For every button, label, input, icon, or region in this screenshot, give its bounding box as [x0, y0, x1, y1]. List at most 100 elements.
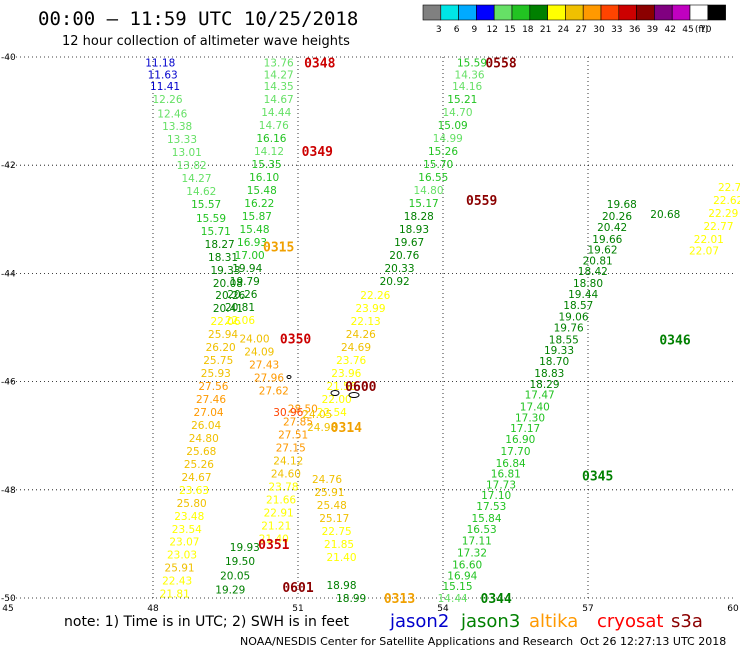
wave-height-value: 16.55 — [418, 172, 448, 184]
wave-height-value: 26.20 — [206, 342, 236, 354]
wave-height-value: 18.27 — [205, 239, 235, 251]
wave-height-value: 15.59 — [457, 57, 487, 69]
wave-height-value: 27.62 — [259, 385, 289, 397]
wave-height-value: 23.07 — [169, 537, 199, 549]
colorbar-label: 18 — [522, 25, 534, 35]
wave-height-value: 25.93 — [201, 368, 231, 380]
wave-height-value: 14.62 — [186, 186, 216, 198]
wave-height-value: 24.69 — [341, 342, 371, 354]
wave-height-value: 16.81 — [491, 469, 521, 481]
wave-height-value: 13.33 — [167, 134, 197, 146]
colorbar-label: 70 — [700, 25, 712, 35]
wave-height-value: 23.76 — [336, 355, 366, 367]
colorbar-label: 33 — [611, 25, 622, 35]
wave-height-value: 23.99 — [355, 303, 385, 315]
wave-height-value: 16.94 — [447, 570, 477, 582]
wave-height-value: 27.46 — [196, 394, 226, 406]
grid-lines — [8, 56, 733, 599]
footer-org: NOAA/NESDIS Center for Satellite Applica… — [240, 635, 573, 648]
pass-time-label: 0313 — [384, 592, 415, 607]
pass-time-label: 0350 — [280, 332, 311, 347]
wave-height-value: 19.33 — [210, 265, 240, 277]
wave-height-value: 17.17 — [510, 423, 540, 435]
wave-height-value: 24.98 — [307, 422, 337, 434]
wave-height-value: 20.92 — [380, 276, 410, 288]
wave-height-value: 19.06 — [558, 312, 588, 324]
colorbar-label: 24 — [558, 25, 570, 35]
wave-height-value: 24.00 — [239, 333, 269, 345]
wave-height-value: 22.54 — [317, 407, 347, 419]
wave-height-value: 16.60 — [452, 559, 482, 571]
colorbar-swatch — [582, 4, 602, 21]
wave-height-value: 15.87 — [242, 211, 272, 223]
wave-height-value: 19.44 — [568, 289, 598, 301]
satellite-legend-label: jason3 — [460, 611, 520, 632]
wave-height-value: 15.57 — [191, 199, 221, 211]
wave-height-value: 28.50 — [288, 404, 318, 416]
wave-height-value: 22.00 — [322, 394, 352, 406]
wave-height-value: 22.06 — [225, 315, 255, 327]
y-tick-label: -40 — [1, 53, 16, 63]
wave-height-value: 23.63 — [179, 485, 209, 497]
colorbar-label: 6 — [454, 25, 460, 35]
wave-height-value: 19.93 — [230, 542, 260, 554]
wave-height-value: 18.57 — [563, 300, 593, 312]
wave-height-value: 16.22 — [244, 198, 274, 210]
wave-height-value: 15.26 — [428, 146, 458, 158]
wave-height-value: 24.67 — [181, 472, 211, 484]
footer-timestamp: Oct 26 12:27:13 UTC 2018 — [580, 635, 726, 648]
wave-height-value: 18.93 — [399, 224, 429, 236]
wave-height-value: 25.94 — [208, 329, 238, 341]
colorbar: 3 6 9 12 15 18 21 24 27 30 33 36 39 42 45 70(ft) — [422, 4, 726, 35]
wave-height-value: 17.30 — [515, 412, 545, 424]
colorbar-swatch — [476, 4, 495, 21]
pass-time-label: 0345 — [582, 470, 613, 485]
wave-height-value: 19.66 — [592, 234, 622, 246]
wave-height-value: 18.99 — [336, 593, 366, 605]
wave-height-value: 15.70 — [423, 159, 453, 171]
wave-height-value: 18.80 — [573, 278, 603, 290]
colorbar-swatch — [618, 4, 637, 21]
wave-height-value: 27.51 — [278, 430, 308, 442]
wave-height-value: 16.16 — [256, 133, 286, 145]
wave-height-value: 13.38 — [162, 121, 192, 133]
wave-height-value: 16.90 — [505, 434, 535, 446]
colorbar-label: 21 — [540, 25, 551, 35]
wave-height-value: 27.96 — [254, 372, 284, 384]
wave-height-value: 15.17 — [409, 198, 439, 210]
x-tick-label: 54 — [437, 604, 449, 614]
wave-height-value: 22.78 — [718, 182, 740, 194]
wave-height-value: 14.16 — [452, 81, 482, 93]
x-tick-label: 48 — [147, 604, 159, 614]
wave-height-value: 17.32 — [457, 548, 487, 560]
wave-height-value: 20.81 — [225, 302, 255, 314]
colorbar-swatch — [707, 4, 726, 21]
wave-height-value: 12.26 — [152, 94, 182, 106]
colorbar-swatch — [565, 4, 584, 21]
colorbar-unit: (ft) — [695, 25, 709, 35]
x-tick-label: 60 — [727, 604, 739, 614]
colorbar-label: 27 — [575, 25, 586, 35]
wave-height-value: 13.01 — [172, 147, 202, 159]
pass-time-label: 0348 — [304, 56, 335, 71]
wave-height-value: 23.54 — [172, 524, 202, 536]
wave-height-value: 22.29 — [708, 208, 738, 220]
chart-title: 00:00 – 11:59 UTC 10/25/2018 — [38, 8, 358, 30]
wave-height-value: 22.91 — [264, 508, 294, 520]
wave-height-value: 19.62 — [587, 245, 617, 257]
wave-height-value: 23.03 — [167, 550, 197, 562]
colorbar-label: 9 — [472, 25, 478, 35]
wave-height-value: 17.40 — [520, 401, 550, 413]
wave-height-value: 18.55 — [549, 334, 579, 346]
wave-height-value: 14.70 — [442, 107, 472, 119]
pass-time-label: 0315 — [263, 240, 294, 255]
wave-height-value: 20.81 — [583, 255, 613, 267]
wave-height-value: 15.09 — [438, 120, 468, 132]
wave-height-value: 18.28 — [404, 211, 434, 223]
wave-height-value: 24.60 — [271, 469, 301, 481]
wave-height-value: 25.91 — [165, 563, 195, 575]
wave-height-value: 11.63 — [148, 69, 178, 81]
wave-height-value: 27.56 — [198, 381, 228, 393]
